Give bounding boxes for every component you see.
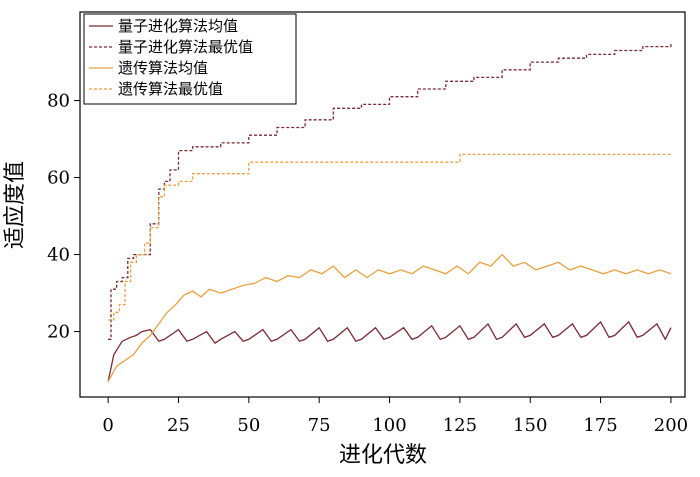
x-tick-label: 100 bbox=[372, 415, 406, 436]
x-tick-label: 175 bbox=[583, 415, 617, 436]
series-line-3 bbox=[108, 153, 671, 321]
y-tick-label: 20 bbox=[47, 322, 70, 343]
legend-label-1: 量子进化算法最优值 bbox=[118, 38, 253, 56]
x-tick-label: 25 bbox=[167, 415, 190, 436]
y-tick-label: 60 bbox=[47, 168, 70, 189]
y-tick-label: 80 bbox=[47, 91, 70, 112]
legend-label-3: 遗传算法最优值 bbox=[118, 80, 223, 98]
plot-frame bbox=[79, 11, 686, 398]
x-axis-title: 进化代数 bbox=[339, 443, 427, 468]
y-axis-title: 适应度值 bbox=[3, 161, 28, 249]
series-line-2 bbox=[107, 253, 672, 382]
x-tick-label: 125 bbox=[443, 415, 477, 436]
legend-box bbox=[83, 13, 297, 105]
x-tick-label: 150 bbox=[513, 415, 547, 436]
legend-label-0: 量子进化算法均值 bbox=[118, 17, 238, 35]
x-tick-label: 50 bbox=[237, 415, 260, 436]
x-axis-ticks: 0 25 50 75 100 125 150 175 200 bbox=[102, 397, 688, 436]
series-line-0 bbox=[107, 320, 672, 382]
series-lines bbox=[107, 42, 672, 382]
y-axis-ticks: 20 40 60 80 bbox=[47, 91, 80, 343]
legend-label-2: 遗传算法均值 bbox=[118, 59, 208, 77]
y-tick-label: 40 bbox=[47, 245, 70, 266]
x-tick-label: 0 bbox=[102, 415, 113, 436]
x-tick-label: 75 bbox=[308, 415, 331, 436]
x-tick-label: 200 bbox=[654, 415, 688, 436]
series-line-1 bbox=[108, 42, 672, 340]
